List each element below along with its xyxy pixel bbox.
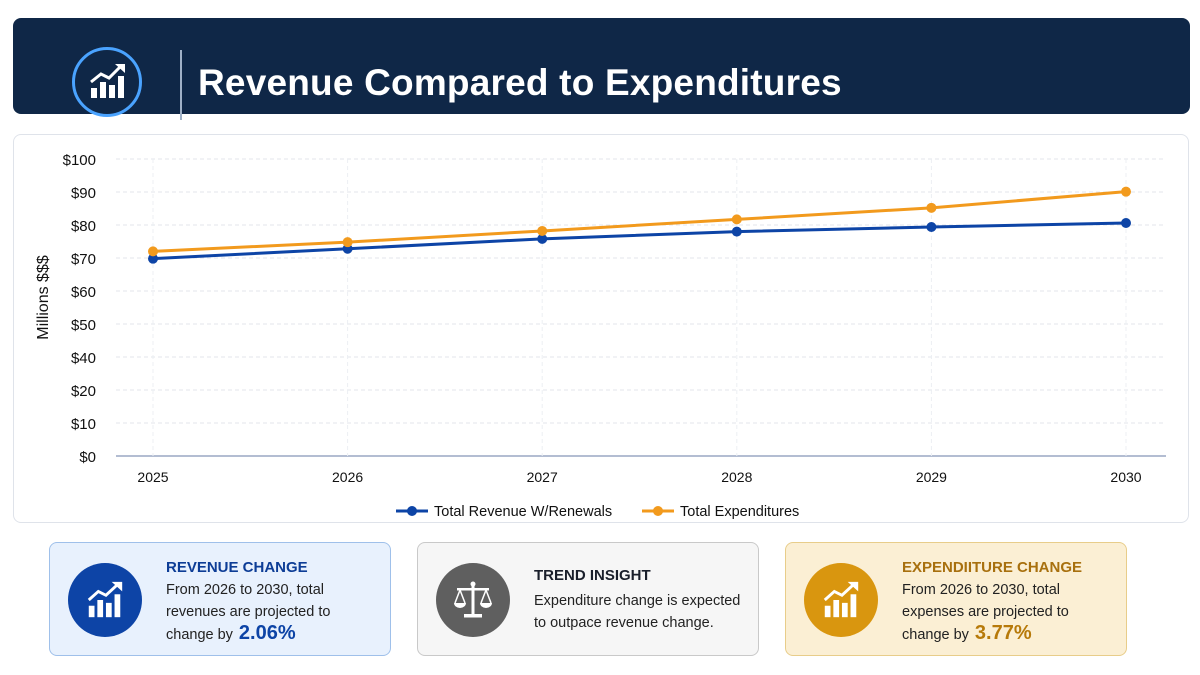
legend-label: Total Expenditures (680, 504, 799, 520)
x-tick-label: 2027 (527, 469, 558, 485)
y-tick-label: $70 (71, 251, 96, 268)
expenditure-change-value: 3.77% (974, 622, 1032, 644)
header-divider (180, 50, 182, 120)
y-tick-label: $100 (63, 152, 96, 169)
balance-scale-icon (436, 563, 510, 637)
expenditure-change-title: EXPENDIITURE CHANGE (902, 559, 1083, 576)
bar-chart-growth-icon (804, 563, 878, 637)
revenue-change-description: From 2026 to 2030, total revenues are pr… (166, 582, 331, 643)
trend-insight-text: Expenditure change is expected to outpac… (534, 593, 741, 631)
y-tick-label: $60 (71, 284, 96, 301)
data-point (926, 202, 937, 213)
expenditure-change-description: From 2026 to 2030, total expenses are pr… (902, 582, 1069, 643)
trend-insight-title: TREND INSIGHT (534, 567, 651, 584)
data-point (1121, 186, 1131, 197)
y-tick-label: $20 (71, 383, 96, 400)
x-tick-label: 2026 (332, 469, 363, 485)
bar-chart-growth-icon (68, 563, 142, 637)
revenue-change-value: 2.06% (238, 622, 296, 644)
revenue-change-card: REVENUE CHANGE From 2026 to 2030, total … (49, 542, 391, 656)
trend-insight-card: TREND INSIGHT Expenditure change is expe… (417, 542, 759, 656)
revenue-change-text: From 2026 to 2030, total revenues are pr… (166, 580, 381, 647)
x-tick-label: 2025 (137, 469, 168, 485)
data-point (926, 221, 937, 232)
legend-marker (407, 506, 417, 516)
x-tick-label: 2029 (916, 469, 947, 485)
growth-chart-icon (72, 47, 142, 117)
expenditure-change-card: EXPENDIITURE CHANGE From 2026 to 2030, t… (785, 542, 1127, 656)
legend-label: Total Revenue W/Renewals (434, 504, 612, 520)
line-chart-card: $0 $10 $20 $40 $50 $60 $70 $80 $90 $100 Millions $… (13, 134, 1189, 523)
data-point (148, 246, 158, 257)
y-tick-label: $50 (71, 317, 96, 334)
x-tick-label: 2028 (721, 469, 752, 485)
data-point (342, 237, 353, 248)
y-tick-label: $10 (71, 416, 96, 433)
header-banner: Revenue Compared to Expenditures (13, 18, 1190, 120)
y-tick-label: $90 (71, 185, 96, 202)
series-line-revenue (152, 221, 1127, 261)
expenditure-change-text: From 2026 to 2030, total expenses are pr… (902, 580, 1117, 647)
revenue-change-title: REVENUE CHANGE (166, 559, 308, 576)
data-point (537, 225, 548, 236)
y-tick-label: $0 (79, 449, 96, 466)
data-point (537, 233, 548, 244)
y-tick-label: $40 (71, 350, 96, 367)
legend-marker (653, 506, 663, 516)
y-axis-label: Millions $$$ (35, 255, 52, 340)
x-tick-label: 2030 (1110, 469, 1141, 485)
page-title: Revenue Compared to Expenditures (198, 62, 842, 103)
data-point (731, 226, 742, 237)
line-chart: $0 $10 $20 $40 $50 $60 $70 $80 $90 $100 Millions $… (35, 152, 1166, 520)
data-point (731, 214, 742, 225)
data-point (1121, 218, 1131, 229)
series-line-expenditures (152, 190, 1127, 253)
y-tick-label: $80 (71, 218, 96, 235)
data-point (148, 253, 158, 264)
